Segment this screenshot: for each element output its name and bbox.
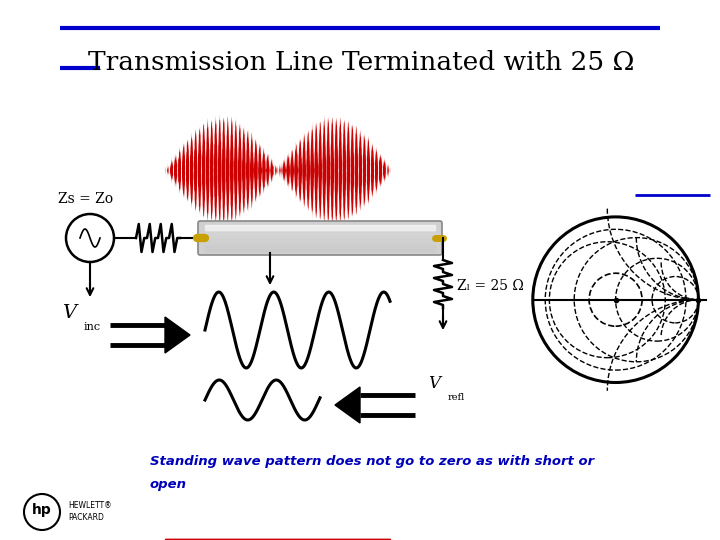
Polygon shape: [165, 317, 190, 353]
Text: V: V: [428, 375, 440, 392]
Text: Zs = Zo: Zs = Zo: [58, 192, 113, 206]
Text: Standing wave pattern does not go to zero as with short or: Standing wave pattern does not go to zer…: [150, 455, 594, 468]
Text: Transmission Line Terminated with 25 Ω: Transmission Line Terminated with 25 Ω: [88, 50, 634, 75]
Text: open: open: [150, 478, 187, 491]
Text: PACKARD: PACKARD: [68, 514, 104, 523]
Text: inc: inc: [84, 322, 101, 332]
Text: Zₗ = 25 Ω: Zₗ = 25 Ω: [457, 279, 524, 293]
Text: hp: hp: [32, 503, 52, 517]
Polygon shape: [335, 387, 360, 423]
FancyBboxPatch shape: [198, 221, 442, 255]
Text: refl: refl: [448, 393, 465, 402]
Text: HEWLETT®: HEWLETT®: [68, 501, 112, 510]
Text: V: V: [62, 304, 76, 322]
